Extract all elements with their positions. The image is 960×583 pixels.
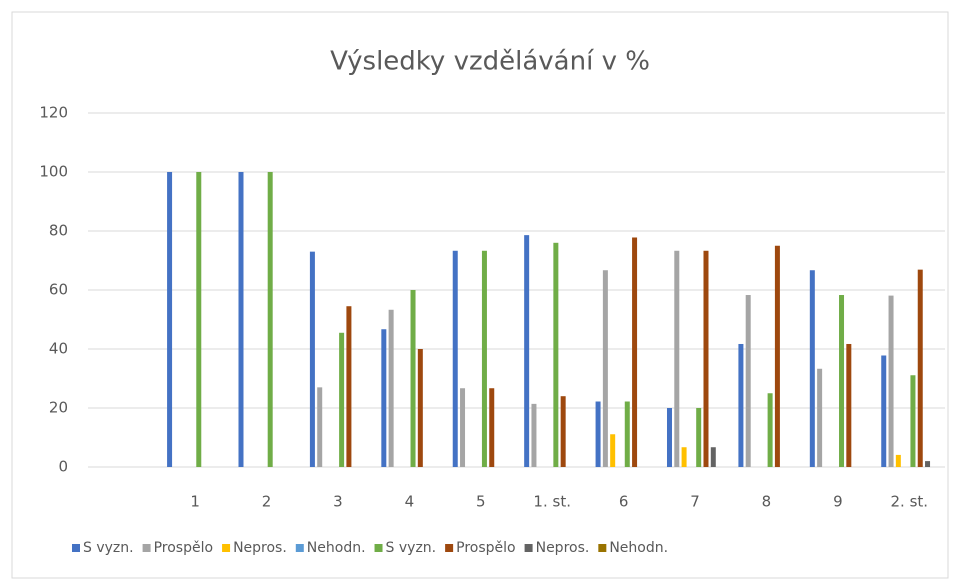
bar	[381, 329, 387, 467]
y-tick-label: 80	[49, 222, 68, 240]
y-tick-label: 100	[39, 163, 68, 181]
bar	[681, 447, 687, 467]
bar	[388, 309, 394, 467]
bar	[560, 396, 566, 467]
x-tick-label: 2	[262, 493, 272, 511]
bar	[602, 270, 608, 467]
x-tick-label: 2. st.	[891, 493, 929, 511]
x-tick-label: 8	[762, 493, 772, 511]
bar	[267, 172, 273, 467]
legend-swatch	[598, 544, 607, 552]
bar	[809, 270, 815, 467]
legend-label: S vyzn.	[386, 540, 437, 556]
bar	[910, 375, 916, 467]
x-tick-label: 1. st.	[533, 493, 571, 511]
bar	[624, 401, 630, 467]
bar	[346, 306, 352, 467]
legend-swatch	[445, 544, 454, 552]
bar	[738, 343, 744, 467]
bar	[666, 408, 672, 467]
bar	[460, 388, 466, 467]
bar	[745, 295, 751, 467]
legend-label: Nehodn.	[609, 540, 668, 556]
chart-title: Výsledky vzdělávání v %	[330, 47, 650, 77]
bar	[309, 251, 315, 467]
x-tick-label: 7	[690, 493, 700, 511]
legend-swatch	[222, 544, 231, 552]
bar	[417, 349, 423, 467]
legend-swatch	[142, 544, 151, 552]
bar	[846, 343, 852, 467]
legend-swatch	[374, 544, 383, 552]
y-tick-label: 120	[39, 104, 68, 122]
bar	[167, 172, 173, 467]
bar	[452, 250, 458, 467]
bar	[710, 447, 716, 467]
bar	[610, 434, 616, 467]
y-tick-label: 20	[49, 399, 68, 417]
y-tick-label: 0	[58, 458, 68, 476]
bar	[524, 235, 530, 467]
y-tick-label: 60	[49, 281, 68, 299]
legend-label: Prospělo	[456, 540, 515, 556]
x-tick-label: 3	[333, 493, 343, 511]
x-tick-label: 5	[476, 493, 486, 511]
bar	[317, 387, 323, 467]
y-tick-label: 40	[49, 340, 68, 358]
bar	[553, 242, 559, 467]
legend-label: Nepros.	[536, 540, 590, 556]
x-tick-label: 4	[405, 493, 415, 511]
bar	[410, 290, 416, 467]
bar	[895, 454, 901, 467]
legend-label: S vyzn.	[83, 540, 134, 556]
bar	[531, 403, 537, 467]
bar	[674, 250, 680, 467]
bar	[767, 393, 773, 467]
bar	[917, 269, 923, 467]
bar	[489, 388, 495, 467]
legend-label: Prospělo	[154, 540, 213, 556]
legend-label: Nehodn.	[307, 540, 366, 556]
bar	[925, 461, 931, 467]
bar	[839, 295, 845, 467]
bar	[238, 172, 244, 467]
bar	[774, 245, 780, 467]
bar	[817, 368, 823, 467]
legend-label: Nepros.	[233, 540, 287, 556]
x-tick-label: 9	[833, 493, 843, 511]
x-tick-label: 1	[190, 493, 200, 511]
legend-swatch	[295, 544, 304, 552]
bar	[696, 408, 702, 467]
bar	[881, 355, 887, 467]
bar	[888, 295, 894, 467]
bar	[339, 332, 345, 467]
x-tick-label: 6	[619, 493, 629, 511]
legend-swatch	[72, 544, 80, 552]
bar	[481, 250, 487, 467]
bar	[595, 401, 601, 467]
legend-swatch	[524, 544, 533, 552]
bar	[703, 250, 709, 467]
bar	[632, 237, 638, 467]
bar	[196, 172, 202, 467]
